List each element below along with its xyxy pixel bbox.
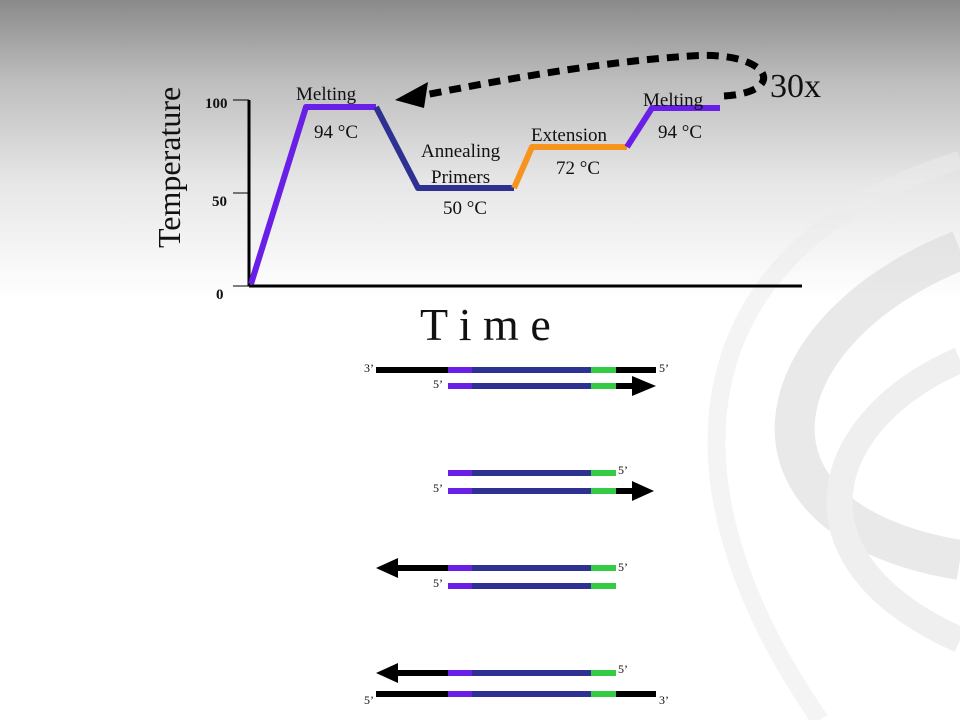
strand1-top-right xyxy=(616,367,656,373)
strand3-top-green xyxy=(591,565,616,571)
strand3-bottom-purple xyxy=(448,583,472,589)
strand2-top-navy xyxy=(472,470,591,476)
strand4-bottom-left xyxy=(376,691,448,697)
strand1-bottom-green xyxy=(591,383,616,389)
strand1-top-green xyxy=(591,367,616,373)
strand2-bottom-ext xyxy=(616,488,632,494)
strand4-top-ext xyxy=(398,670,448,676)
annealing-primers-label: Primers xyxy=(431,167,490,188)
strand2-bottom-5prime: 5’ xyxy=(433,481,443,495)
strand2-bottom-purple xyxy=(448,488,472,494)
strand1-bottom-navy xyxy=(472,383,591,389)
strand4-bottom-purple xyxy=(448,691,472,697)
y-axis-label: Temperature xyxy=(151,87,187,248)
melting2-segment xyxy=(624,105,720,149)
strand3-bottom-navy xyxy=(472,583,591,589)
annealing-temp: 50 °C xyxy=(443,198,487,219)
strand1-top-5prime: 5’ xyxy=(659,361,669,375)
strand4-bottom-3prime: 3’ xyxy=(659,693,669,707)
x-axis-label: T i m e xyxy=(420,299,551,350)
strand1-top-left xyxy=(376,367,448,373)
strand1-bottom-purple xyxy=(448,383,472,389)
extension-label: Extension xyxy=(531,125,607,146)
strand3-top-navy xyxy=(472,565,591,571)
strand4-top-navy xyxy=(472,670,591,676)
strand3-bottom-green xyxy=(591,583,616,589)
annealing-segment xyxy=(373,105,514,191)
strand3-top-5prime: 5’ xyxy=(618,560,628,574)
strand2-bottom-navy xyxy=(472,488,591,494)
tick-100: 100 xyxy=(205,96,228,112)
melting2-label: Melting xyxy=(643,90,704,111)
melting-temp: 94 °C xyxy=(314,122,358,143)
strand1-top-navy xyxy=(472,367,591,373)
temperature-axes xyxy=(233,99,802,288)
tick-50: 50 xyxy=(212,194,227,210)
strand3-bottom-5prime: 5’ xyxy=(433,576,443,590)
temperature-profile xyxy=(248,104,720,285)
strand4-top-green xyxy=(591,670,616,676)
strand1-top-purple xyxy=(448,367,472,373)
strand4-bottom-green xyxy=(591,691,616,697)
cycle-arrow xyxy=(395,51,767,108)
strand1-arrow xyxy=(632,376,656,396)
strand4-top-purple xyxy=(448,670,472,676)
melting2-temp: 94 °C xyxy=(658,122,702,143)
extension-segment xyxy=(511,144,627,190)
strand2-arrow xyxy=(632,481,654,501)
strand2-top-green xyxy=(591,470,616,476)
strand4-bottom-5prime: 5’ xyxy=(364,693,374,707)
strand2-top-5prime: 5’ xyxy=(618,463,628,477)
strand3-top-purple xyxy=(448,565,472,571)
cycles-label: 30x xyxy=(770,68,821,105)
melting-segment xyxy=(248,104,376,285)
strand3-top-ext xyxy=(398,565,448,571)
strand4-bottom-navy xyxy=(472,691,591,697)
background-swirl xyxy=(707,151,960,720)
strand3-arrow xyxy=(376,558,398,578)
strand4-arrow xyxy=(376,663,398,683)
melting-label: Melting xyxy=(296,84,357,105)
strand4-bottom-right xyxy=(616,691,656,697)
dna-strands: 3’ 5’ 5’ 5’ 5’ 5’ 5’ 5’ 5’ 3’ xyxy=(364,361,669,707)
annealing-label: Annealing xyxy=(421,141,501,162)
strand2-bottom-green xyxy=(591,488,616,494)
tick-0: 0 xyxy=(216,287,224,303)
strand1-bottom-ext xyxy=(616,383,632,389)
strand1-top-3prime: 3’ xyxy=(364,361,374,375)
strand1-bottom-5prime: 5’ xyxy=(433,377,443,391)
strand2-top-purple xyxy=(448,470,472,476)
extension-temp: 72 °C xyxy=(556,158,600,179)
strand4-top-5prime: 5’ xyxy=(618,662,628,676)
